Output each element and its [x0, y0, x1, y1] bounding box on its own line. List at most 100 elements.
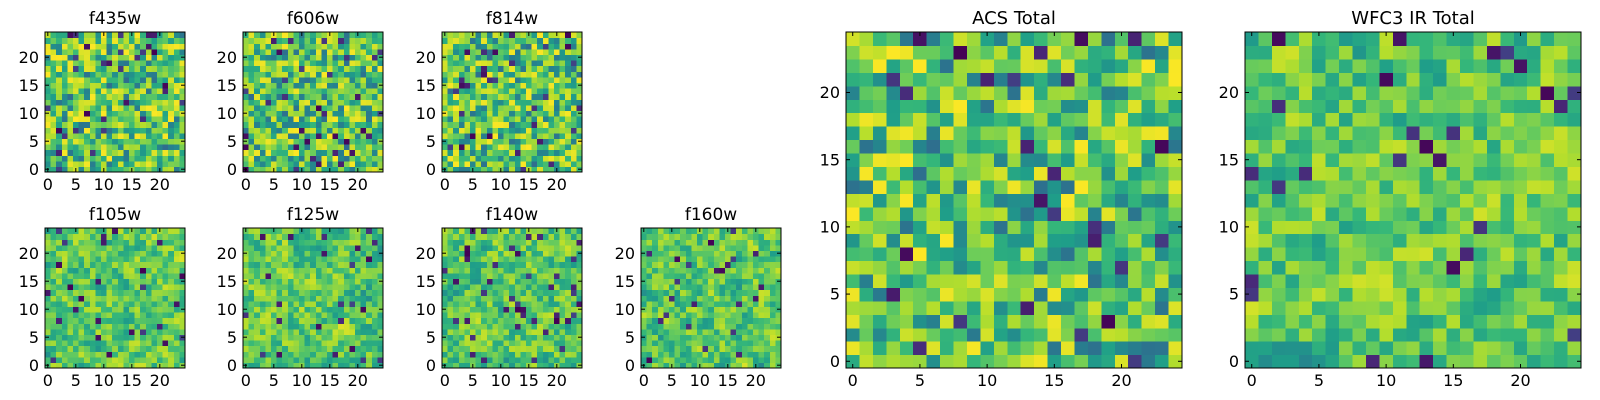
heatmap-cell [764, 228, 771, 235]
heatmap-cell [542, 48, 549, 55]
heatmap-cell [565, 351, 572, 358]
heatmap-cell [173, 351, 180, 358]
heatmap-cell [157, 295, 164, 302]
heatmap-cell [162, 71, 169, 78]
heatmap-cell [1020, 287, 1035, 302]
heatmap-cell [106, 166, 113, 173]
heatmap-cell [338, 278, 345, 285]
heatmap-cell [1047, 314, 1062, 329]
heatmap-cell [641, 261, 648, 268]
heatmap-cell [173, 121, 180, 128]
y-tick-label: 20 [416, 244, 436, 263]
heatmap-cell [537, 351, 544, 358]
heatmap-cell [657, 272, 664, 279]
heatmap-cell [453, 345, 460, 352]
heatmap-cell [89, 323, 96, 330]
heatmap-cell [140, 289, 147, 296]
heatmap-cell [299, 250, 306, 257]
heatmap-cell [548, 267, 555, 274]
heatmap-cell [559, 284, 566, 291]
heatmap-cell [953, 220, 968, 235]
heatmap-cell [1128, 166, 1143, 181]
heatmap-cell [276, 132, 283, 139]
heatmap-cell [691, 239, 698, 246]
heatmap-cell [442, 300, 449, 307]
heatmap-cell [265, 317, 272, 324]
heatmap-cell [899, 354, 914, 369]
heatmap-cell [1155, 193, 1170, 208]
heatmap-cell [265, 250, 272, 257]
heatmap-cell [565, 166, 572, 173]
heatmap-cell [310, 295, 317, 302]
heatmap-cell [377, 99, 384, 106]
heatmap-cell [67, 48, 74, 55]
heatmap-cell [1168, 233, 1183, 248]
heatmap-cell [315, 54, 322, 61]
heatmap-cell [129, 60, 136, 67]
heatmap-cell [56, 278, 63, 285]
heatmap-cell [248, 295, 255, 302]
heatmap-cell [84, 239, 91, 246]
heatmap-cell [542, 88, 549, 95]
heatmap-cell [343, 88, 350, 95]
heatmap-cell [73, 256, 80, 263]
heatmap-cell [276, 48, 283, 55]
heatmap-cell [730, 351, 737, 358]
heatmap-cell [492, 71, 499, 78]
heatmap-cell [254, 48, 261, 55]
heatmap-cell [775, 312, 782, 319]
y-tick-label: 20 [217, 244, 237, 263]
heatmap-cell [101, 99, 108, 106]
heatmap-cell [764, 244, 771, 251]
heatmap-cell [377, 300, 384, 307]
heatmap-cell [764, 340, 771, 347]
heatmap-cell [1020, 327, 1035, 342]
heatmap-cell [73, 306, 80, 313]
heatmap-cell [371, 300, 378, 307]
heatmap-cell [713, 340, 720, 347]
heatmap-cell [537, 362, 544, 369]
heatmap-cell [758, 300, 765, 307]
heatmap-cell [151, 76, 158, 83]
heatmap-cell [492, 149, 499, 156]
heatmap-cell [576, 104, 583, 111]
heatmap-cell [151, 228, 158, 235]
heatmap-cell [663, 312, 670, 319]
heatmap-cell [282, 284, 289, 291]
heatmap-cell [470, 138, 477, 145]
heatmap-cell [140, 127, 147, 134]
heatmap-cell [713, 228, 720, 235]
heatmap-cell [117, 155, 124, 162]
x-tick-label: 10 [94, 175, 114, 194]
heatmap-cell [349, 82, 356, 89]
heatmap-cell [310, 88, 317, 95]
heatmap-cell [492, 233, 499, 240]
heatmap-cell [520, 138, 527, 145]
heatmap-cell [321, 228, 328, 235]
heatmap-cell [89, 317, 96, 324]
heatmap-cell [447, 289, 454, 296]
heatmap-cell [447, 104, 454, 111]
heatmap-cell [145, 121, 152, 128]
heatmap-cell [106, 300, 113, 307]
heatmap-cell [112, 256, 119, 263]
heatmap-cell [559, 144, 566, 151]
heatmap-cell [78, 43, 85, 50]
heatmap-cell [559, 60, 566, 67]
heatmap-cell [123, 317, 130, 324]
heatmap-cell [554, 256, 561, 263]
heatmap-cell [470, 99, 477, 106]
heatmap-cell [67, 356, 74, 363]
heatmap-cell [657, 228, 664, 235]
heatmap-cell [481, 138, 488, 145]
heatmap-cell [106, 345, 113, 352]
heatmap-cell [50, 138, 57, 145]
heatmap-cell [680, 228, 687, 235]
heatmap-cell [173, 328, 180, 335]
heatmap-cell [1034, 341, 1049, 356]
heatmap-cell [498, 160, 505, 167]
heatmap-cell [953, 327, 968, 342]
heatmap-cell [377, 43, 384, 50]
y-tick-label: 10 [615, 300, 635, 319]
heatmap-cell [315, 121, 322, 128]
